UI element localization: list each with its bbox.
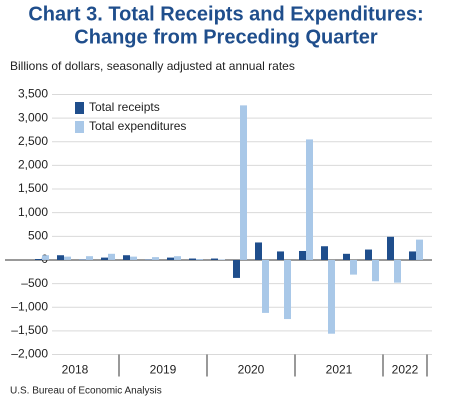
bar <box>240 105 247 260</box>
y-tick-label: 2,000 <box>18 158 48 172</box>
y-tick-label: 2,500 <box>18 134 48 148</box>
y-tick-label: 3,000 <box>18 110 48 124</box>
legend-label: Total expenditures <box>89 119 186 133</box>
bar <box>130 256 137 260</box>
bar <box>306 139 313 260</box>
bar <box>372 259 379 282</box>
y-tick-label: –1,000 <box>11 299 48 313</box>
bar <box>387 236 394 260</box>
bar <box>152 257 159 260</box>
source: U.S. Bureau of Economic Analysis <box>10 386 162 397</box>
x-tick-label: 2022 <box>392 363 419 377</box>
bar <box>350 259 357 275</box>
y-tick-label: 3,500 <box>18 87 48 101</box>
y-tick-label: –500 <box>21 276 48 290</box>
bar <box>174 256 181 260</box>
legend-swatch <box>75 121 84 133</box>
legend-label: Total receipts <box>89 100 160 114</box>
y-tick-label: –2,000 <box>11 347 48 361</box>
bar <box>64 256 71 260</box>
bar <box>416 239 423 260</box>
bar <box>255 242 262 260</box>
x-tick-label: 2021 <box>326 363 353 377</box>
bar <box>233 259 240 278</box>
bar <box>343 253 350 260</box>
bar <box>277 251 284 260</box>
x-tick-label: 2020 <box>238 363 265 377</box>
bar <box>196 259 203 260</box>
chart-title: Chart 3. Total Receipts and Expenditures… <box>28 3 423 25</box>
bar <box>299 250 306 260</box>
bar <box>262 259 269 313</box>
bar <box>211 258 218 260</box>
bar <box>86 256 93 260</box>
bar <box>321 246 328 260</box>
y-tick-label: 500 <box>28 228 48 242</box>
y-tick-label: 1,500 <box>18 181 48 195</box>
bar <box>167 257 174 260</box>
bar <box>284 259 291 320</box>
bar <box>394 259 401 283</box>
bar <box>123 255 130 260</box>
bar <box>57 255 64 260</box>
bar <box>108 253 115 260</box>
y-tick-label: 1,000 <box>18 205 48 219</box>
y-axis-label: Billions of dollars, seasonally adjusted… <box>10 59 295 73</box>
chart-subtitle: Change from Preceding Quarter <box>74 26 378 48</box>
bar <box>365 249 372 260</box>
bar <box>101 257 108 260</box>
bar <box>409 251 416 260</box>
x-tick-label: 2019 <box>150 363 177 377</box>
bar <box>42 255 49 260</box>
bar <box>328 259 335 334</box>
bar <box>35 259 42 260</box>
x-tick-label: 2018 <box>62 363 89 377</box>
legend-swatch <box>75 102 84 114</box>
y-tick-label: –1,500 <box>11 323 48 337</box>
bar <box>189 258 196 260</box>
